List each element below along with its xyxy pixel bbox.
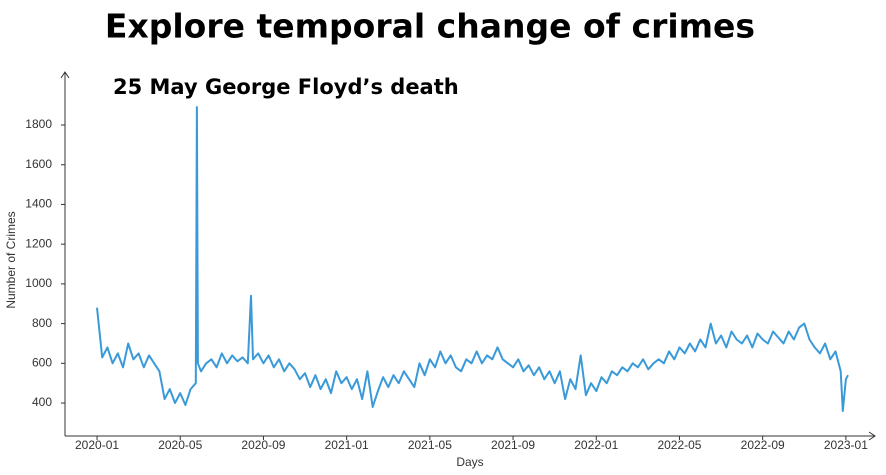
chart-title: Explore temporal change of crimes: [105, 7, 755, 46]
x-tick-label: 2020-09: [241, 438, 285, 452]
x-tick-label: 2021-05: [408, 438, 452, 452]
y-tick-label: 1400: [25, 197, 52, 211]
y-axis-label: Number of Crimes: [4, 211, 18, 308]
x-tick-label: 2020-01: [75, 438, 119, 452]
x-tick-label: 2022-09: [741, 438, 785, 452]
x-tick-label: 2023-01: [824, 438, 868, 452]
x-axis-label: Days: [456, 455, 483, 469]
y-tick-label: 1200: [25, 236, 52, 250]
x-tick-label: 2022-05: [657, 438, 701, 452]
y-axis-arrow: [60, 71, 70, 79]
y-tick-label: 600: [32, 355, 52, 369]
x-tick-label: 2022-01: [574, 438, 618, 452]
x-tick-label: 2021-01: [325, 438, 369, 452]
data-line: [96, 106, 849, 412]
y-tick-label: 1000: [25, 276, 52, 290]
y-tick-label: 1800: [25, 117, 52, 131]
y-tick-label: 1600: [25, 157, 52, 171]
y-tick-label: 800: [32, 316, 52, 330]
y-tick-label: 400: [32, 395, 52, 409]
x-axis-arrow: [868, 431, 876, 441]
annotation: 25 May George Floyd’s death: [113, 75, 459, 99]
x-tick-label: 2020-05: [158, 438, 202, 452]
x-tick-label: 2021-09: [491, 438, 535, 452]
